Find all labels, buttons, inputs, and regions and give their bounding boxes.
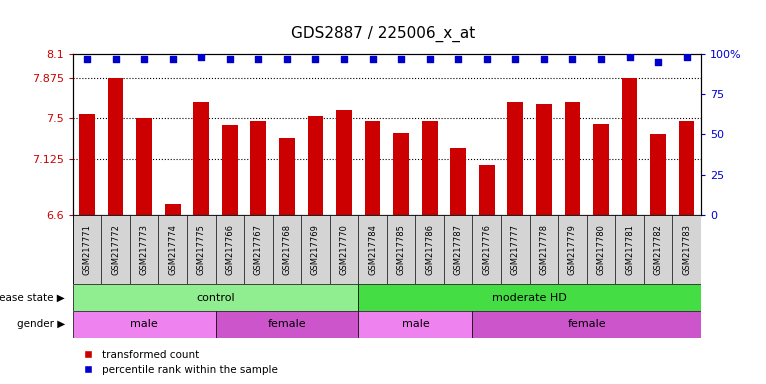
Text: GSM217782: GSM217782 [653, 224, 663, 275]
Text: GSM217770: GSM217770 [339, 224, 349, 275]
Bar [479, 164, 495, 215]
Bar [679, 121, 695, 215]
Bar [536, 104, 552, 215]
Text: GSM217777: GSM217777 [511, 224, 520, 275]
Text: GSM217772: GSM217772 [111, 224, 120, 275]
Point [138, 56, 150, 62]
Point [509, 56, 522, 62]
Point [595, 56, 607, 62]
Bar [358, 284, 701, 311]
Text: gender ▶: gender ▶ [17, 319, 65, 329]
Bar [622, 78, 637, 215]
Bar [473, 311, 701, 338]
Point [395, 56, 408, 62]
Bar [73, 284, 358, 311]
Text: GSM217767: GSM217767 [254, 224, 263, 275]
Text: male: male [130, 319, 158, 329]
Bar [565, 102, 581, 215]
Bar [393, 133, 409, 215]
Text: GSM217771: GSM217771 [83, 224, 92, 275]
Bar [422, 121, 437, 215]
Point [480, 56, 493, 62]
Bar [650, 134, 666, 215]
Bar [336, 110, 352, 215]
Point [680, 54, 692, 60]
Bar [450, 148, 466, 215]
Bar [165, 204, 181, 215]
Text: GSM217785: GSM217785 [397, 224, 406, 275]
Point [566, 56, 578, 62]
Bar [507, 102, 523, 215]
Text: GSM217781: GSM217781 [625, 224, 634, 275]
Point [281, 56, 293, 62]
Point [224, 56, 236, 62]
Text: GSM217776: GSM217776 [483, 224, 491, 275]
Legend: transformed count, percentile rank within the sample: transformed count, percentile rank withi… [78, 350, 278, 375]
Text: GSM217784: GSM217784 [368, 224, 377, 275]
Bar [215, 311, 358, 338]
Text: female: female [267, 319, 306, 329]
Point [309, 56, 322, 62]
Point [652, 59, 664, 65]
Point [252, 56, 264, 62]
Point [624, 54, 636, 60]
Bar [358, 311, 473, 338]
Text: GSM217778: GSM217778 [539, 224, 548, 275]
Text: GSM217787: GSM217787 [453, 224, 463, 275]
Text: GSM217768: GSM217768 [283, 224, 291, 275]
Bar [250, 121, 267, 215]
Bar [73, 311, 215, 338]
Text: GSM217786: GSM217786 [425, 224, 434, 275]
Text: female: female [568, 319, 606, 329]
Point [110, 56, 122, 62]
Bar [308, 116, 323, 215]
Bar [193, 102, 209, 215]
Point [424, 56, 436, 62]
Text: male: male [401, 319, 429, 329]
Bar [593, 124, 609, 215]
Text: control: control [196, 293, 235, 303]
Bar [108, 78, 123, 215]
Point [366, 56, 378, 62]
Text: GDS2887 / 225006_x_at: GDS2887 / 225006_x_at [291, 26, 475, 42]
Point [166, 56, 178, 62]
Text: GSM217779: GSM217779 [568, 224, 577, 275]
Text: moderate HD: moderate HD [493, 293, 567, 303]
Point [452, 56, 464, 62]
Text: GSM217774: GSM217774 [169, 224, 177, 275]
Bar [279, 137, 295, 215]
Bar [79, 114, 95, 215]
Point [81, 56, 93, 62]
Text: GSM217769: GSM217769 [311, 224, 320, 275]
Point [338, 56, 350, 62]
Text: GSM217775: GSM217775 [197, 224, 206, 275]
Text: GSM217766: GSM217766 [225, 224, 234, 275]
Text: disease state ▶: disease state ▶ [0, 293, 65, 303]
Point [538, 56, 550, 62]
Text: GSM217773: GSM217773 [139, 224, 149, 275]
Text: GSM217783: GSM217783 [682, 224, 691, 275]
Bar [222, 125, 237, 215]
Point [195, 54, 208, 60]
Text: GSM217780: GSM217780 [597, 224, 605, 275]
Bar [365, 121, 381, 215]
Bar [136, 118, 152, 215]
